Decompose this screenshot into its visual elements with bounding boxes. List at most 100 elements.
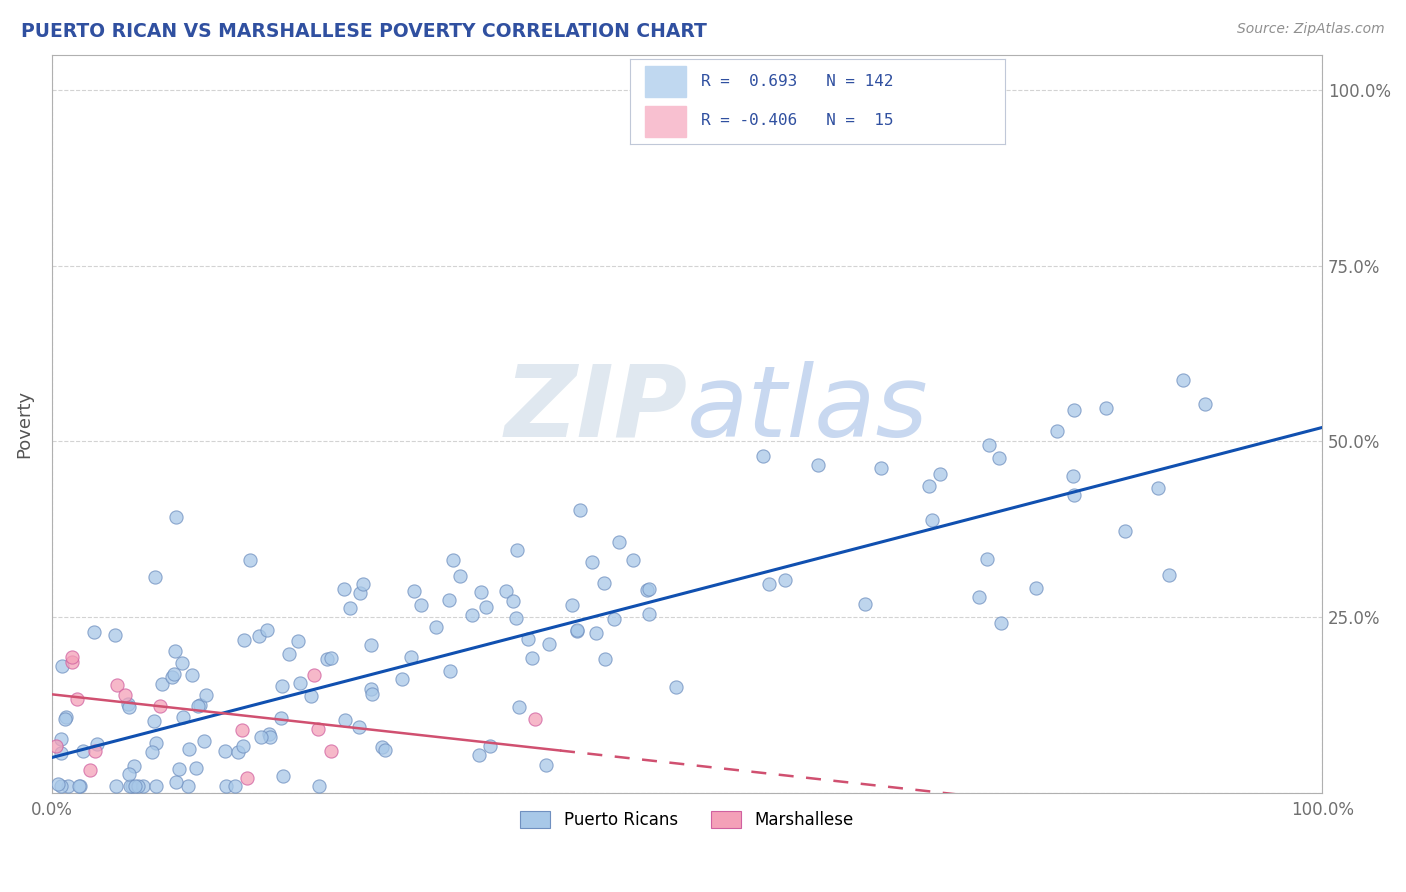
Point (142, 714, 165, 728)
Point (321, 743, 343, 757)
Point (1025, 581, 1047, 595)
Point (49, 732, 72, 747)
Point (1159, 568, 1181, 582)
Point (1063, 488, 1085, 502)
Point (439, 593, 461, 607)
Point (495, 583, 517, 598)
Text: atlas: atlas (688, 360, 929, 458)
Point (1147, 481, 1170, 495)
Point (333, 582, 356, 596)
Point (122, 759, 145, 773)
Point (79, 763, 101, 777)
Point (105, 678, 128, 692)
Point (287, 634, 309, 648)
Point (449, 569, 471, 583)
Point (806, 458, 828, 472)
Point (67, 779, 90, 793)
Point (149, 698, 172, 713)
Point (187, 698, 209, 713)
Point (177, 742, 200, 756)
Point (231, 723, 253, 738)
Point (48, 777, 70, 791)
Point (374, 743, 396, 757)
Point (69, 779, 91, 793)
Point (536, 758, 558, 772)
Point (636, 583, 658, 598)
Point (758, 577, 780, 591)
Point (290, 675, 312, 690)
Point (83, 625, 105, 640)
Point (247, 629, 270, 643)
Point (339, 601, 361, 615)
Point (603, 612, 626, 626)
Legend: Puerto Ricans, Marshallese: Puerto Ricans, Marshallese (513, 805, 860, 836)
Point (638, 582, 661, 597)
Point (214, 779, 236, 793)
Text: ZIP: ZIP (505, 360, 688, 458)
Point (1194, 397, 1216, 411)
Point (121, 779, 143, 793)
Point (167, 763, 190, 777)
Point (977, 438, 1000, 452)
Point (402, 583, 425, 598)
Point (439, 665, 461, 679)
Point (250, 730, 273, 744)
Point (302, 667, 325, 681)
Point (508, 700, 530, 714)
Point (360, 687, 382, 701)
Point (988, 450, 1011, 465)
Point (299, 690, 322, 704)
Point (870, 460, 893, 475)
Point (165, 774, 187, 789)
Point (53, 712, 76, 726)
Point (468, 748, 491, 763)
Point (308, 779, 330, 793)
Point (165, 510, 187, 524)
Point (118, 700, 141, 714)
Point (360, 682, 382, 697)
Point (502, 594, 524, 608)
Point (232, 739, 254, 753)
Point (226, 745, 249, 759)
Point (1173, 373, 1195, 387)
Point (921, 513, 943, 527)
Y-axis label: Poverty: Poverty (15, 390, 32, 458)
Point (752, 450, 775, 464)
Point (49, 779, 72, 793)
Point (145, 779, 167, 793)
Point (347, 720, 370, 734)
Point (60, 655, 83, 669)
Point (523, 712, 546, 726)
Point (581, 555, 603, 569)
Point (118, 766, 141, 780)
Point (181, 668, 204, 682)
Point (665, 681, 688, 695)
Point (233, 633, 256, 648)
Point (561, 598, 583, 612)
Point (411, 598, 433, 612)
Point (117, 698, 139, 712)
Point (461, 608, 484, 623)
Point (538, 637, 561, 651)
Point (118, 779, 141, 793)
Point (360, 638, 382, 652)
Point (270, 711, 292, 725)
Point (163, 667, 186, 681)
Point (505, 543, 527, 558)
Point (188, 698, 211, 713)
Point (114, 688, 136, 702)
Point (273, 769, 295, 783)
Point (565, 624, 588, 638)
Point (177, 779, 200, 793)
Point (193, 734, 215, 748)
Point (105, 779, 128, 793)
Point (49, 746, 72, 760)
Point (277, 647, 299, 661)
Point (145, 735, 167, 749)
Point (172, 710, 194, 724)
Point (349, 586, 371, 600)
Point (124, 779, 146, 793)
Point (316, 652, 339, 666)
Point (335, 714, 357, 728)
Point (918, 479, 941, 493)
